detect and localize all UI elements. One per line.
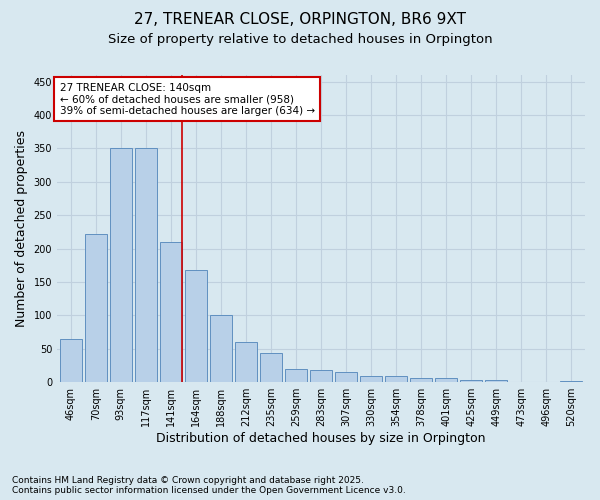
Bar [360, 376, 382, 382]
Bar [560, 381, 583, 382]
Bar [85, 234, 107, 382]
Bar [110, 148, 132, 382]
Bar [235, 342, 257, 382]
Bar [185, 270, 207, 382]
Bar [385, 376, 407, 382]
X-axis label: Distribution of detached houses by size in Orpington: Distribution of detached houses by size … [156, 432, 486, 445]
Bar [285, 369, 307, 382]
Text: Contains public sector information licensed under the Open Government Licence v3: Contains public sector information licen… [12, 486, 406, 495]
Text: 27 TRENEAR CLOSE: 140sqm
← 60% of detached houses are smaller (958)
39% of semi-: 27 TRENEAR CLOSE: 140sqm ← 60% of detach… [59, 82, 315, 116]
Bar [310, 370, 332, 382]
Bar [435, 378, 457, 382]
Bar [134, 148, 157, 382]
Bar [209, 316, 232, 382]
Bar [485, 380, 508, 382]
Bar [335, 372, 358, 382]
Text: Contains HM Land Registry data © Crown copyright and database right 2025.: Contains HM Land Registry data © Crown c… [12, 476, 364, 485]
Bar [260, 354, 282, 382]
Bar [460, 380, 482, 382]
Bar [410, 378, 433, 382]
Text: Size of property relative to detached houses in Orpington: Size of property relative to detached ho… [107, 32, 493, 46]
Text: 27, TRENEAR CLOSE, ORPINGTON, BR6 9XT: 27, TRENEAR CLOSE, ORPINGTON, BR6 9XT [134, 12, 466, 28]
Bar [59, 339, 82, 382]
Y-axis label: Number of detached properties: Number of detached properties [15, 130, 28, 327]
Bar [160, 242, 182, 382]
